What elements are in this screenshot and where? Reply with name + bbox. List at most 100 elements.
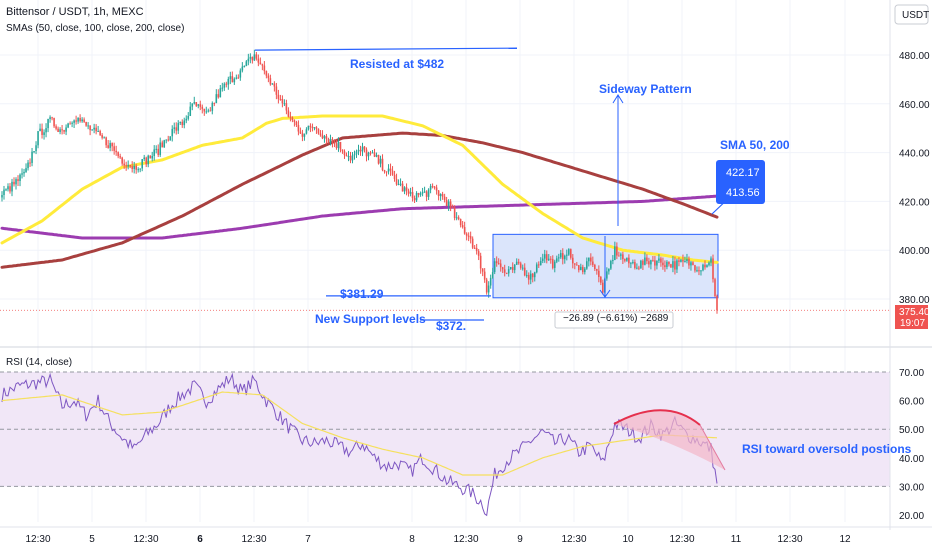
candle-body xyxy=(616,246,618,256)
range-measure-arrow xyxy=(599,289,611,298)
candle-body xyxy=(401,183,404,192)
rsi-arc-fill xyxy=(614,410,725,470)
rsi-arc-edge xyxy=(699,424,726,471)
candle-body xyxy=(129,165,131,167)
candle-body xyxy=(507,269,510,274)
candle-body xyxy=(131,166,133,169)
candle-body xyxy=(391,170,394,175)
chart-title[interactable]: Bittensor / USDT, 1h, MEXC xyxy=(6,6,144,18)
annotation-sma: SMA 50, 200 xyxy=(720,138,790,152)
candle-body xyxy=(347,156,350,158)
candle-body xyxy=(235,77,238,79)
candle-body xyxy=(576,264,578,266)
candle-body xyxy=(193,102,196,104)
rsi-legend[interactable]: RSI (14, close) xyxy=(6,357,73,368)
annotation-low-price: $372. xyxy=(436,319,466,333)
candle-body xyxy=(353,154,356,156)
price-axis[interactable]: 380.00 400.00 420.00 440.00 460.00 480.00 20.0… xyxy=(889,0,930,530)
candle-body xyxy=(61,129,63,131)
time-tick-label: 5 xyxy=(89,534,95,545)
candle-body xyxy=(79,117,81,122)
candle-body xyxy=(39,128,41,132)
candle-body xyxy=(141,159,143,169)
candle-body xyxy=(205,111,208,113)
candle-body xyxy=(123,163,125,166)
candle-body xyxy=(245,61,248,66)
candle-body xyxy=(543,254,546,259)
candle-body xyxy=(119,156,121,158)
candle-body xyxy=(696,270,698,272)
candle-body xyxy=(169,136,172,141)
candle-body xyxy=(485,279,488,293)
candle-body xyxy=(479,255,482,269)
candle-body xyxy=(569,249,572,258)
candle-body xyxy=(493,261,496,273)
candle-body xyxy=(283,103,286,105)
candle-body xyxy=(449,201,452,208)
candle-body xyxy=(632,262,634,264)
candle-body xyxy=(529,273,532,280)
candle-body xyxy=(708,262,710,266)
candle-body xyxy=(333,142,336,144)
candle-body xyxy=(243,65,246,67)
candle-body xyxy=(137,169,139,171)
price-tick-label: 380.00 xyxy=(899,295,930,306)
candle-body xyxy=(91,129,93,131)
candle-body xyxy=(279,98,282,100)
candle-body xyxy=(596,269,598,271)
candle-body xyxy=(363,146,366,150)
candle-body xyxy=(461,225,464,228)
candle-body xyxy=(147,155,150,165)
candle-body xyxy=(357,149,360,152)
candle-body xyxy=(547,258,550,261)
candle-body xyxy=(339,141,342,150)
candle-body xyxy=(327,139,330,144)
rsi-line xyxy=(1,372,718,517)
candle-body xyxy=(251,56,254,61)
candle-body xyxy=(189,106,192,116)
time-tick-label: 12:30 xyxy=(453,534,478,545)
sma200-value-label: 422.17 xyxy=(726,167,760,179)
candle-body xyxy=(287,110,290,117)
annotation-sideway: Sideway Pattern xyxy=(599,82,692,96)
time-tick-label: 12:30 xyxy=(777,534,802,545)
candle-body xyxy=(313,127,316,129)
candle-body xyxy=(337,141,340,148)
candle-body xyxy=(656,260,658,266)
candle-body xyxy=(712,258,714,280)
candle-body xyxy=(23,171,25,174)
candle-body xyxy=(309,125,312,127)
annotation-support-price: $381.29 xyxy=(340,287,384,301)
candle-body xyxy=(417,193,420,195)
candle-body xyxy=(161,142,164,148)
currency-box[interactable] xyxy=(894,4,929,25)
candle-body xyxy=(359,149,362,152)
candle-body xyxy=(237,77,240,79)
candle-body xyxy=(571,257,574,264)
candle-body xyxy=(43,132,45,135)
candle-body xyxy=(351,155,354,161)
candle-body xyxy=(521,267,524,269)
candle-body xyxy=(75,120,77,122)
candle-body xyxy=(684,261,686,263)
candle-body xyxy=(614,246,616,261)
candle-body xyxy=(323,136,326,139)
candle-body xyxy=(269,78,272,85)
candle-body xyxy=(227,78,230,85)
candle-body xyxy=(11,181,13,192)
candle-body xyxy=(453,207,456,218)
candle-body xyxy=(626,257,628,261)
candle-body xyxy=(551,259,554,268)
candle-body xyxy=(646,257,648,262)
candle-body xyxy=(167,139,170,141)
candle-body xyxy=(157,148,160,155)
sma-legend[interactable]: SMAs (50, close, 100, close, 200, close) xyxy=(6,23,185,34)
candle-body xyxy=(199,104,202,107)
time-axis[interactable]: 12:30 5 12:30 6 12:30 7 8 12:30 9 12:30 10 12:30 11 1… xyxy=(0,526,932,545)
candle-body xyxy=(425,191,428,197)
rsi-tick-label: 50.00 xyxy=(899,425,924,436)
candle-body xyxy=(229,76,232,79)
candle-body xyxy=(445,199,448,207)
candle-body xyxy=(273,83,276,87)
